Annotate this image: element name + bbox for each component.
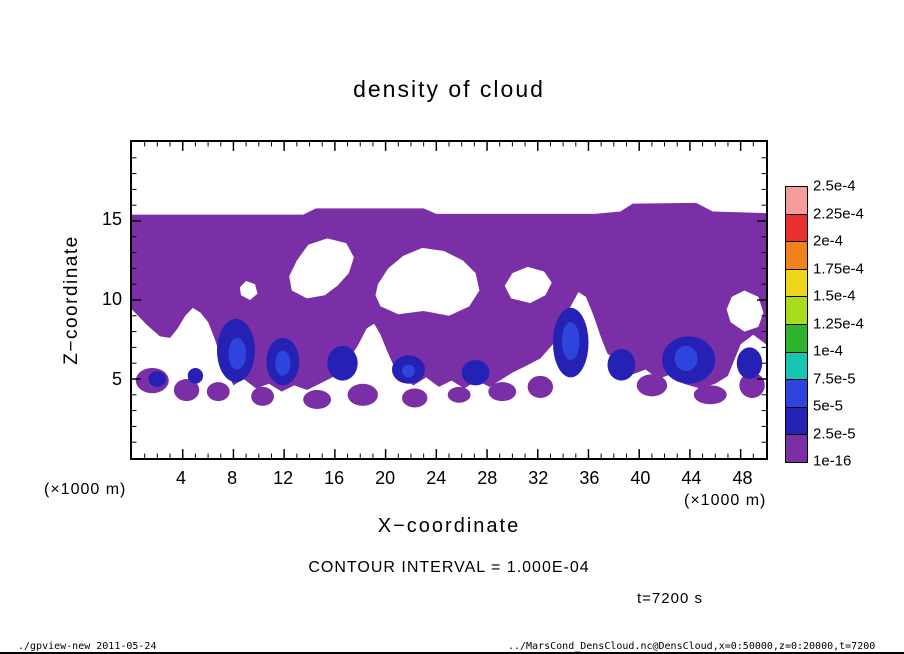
contour-blob bbox=[636, 374, 668, 397]
contour-blob bbox=[401, 388, 428, 408]
plot-title: density of cloud bbox=[353, 76, 545, 102]
contour-blob bbox=[173, 379, 200, 402]
window-border-bottom bbox=[0, 652, 904, 654]
colorbar-cell bbox=[786, 241, 807, 269]
colorbar-label: 1.75e-4 bbox=[813, 260, 864, 277]
contour-blob bbox=[327, 345, 358, 381]
contour-blob bbox=[674, 345, 698, 372]
contour-blob bbox=[206, 382, 230, 402]
contour-blob bbox=[402, 364, 415, 378]
axis-ticks bbox=[132, 142, 766, 458]
contour-field bbox=[132, 202, 766, 410]
contour-blob bbox=[488, 382, 517, 402]
plot-frame bbox=[130, 140, 768, 460]
colorbar-cell bbox=[786, 351, 807, 380]
x-tick-label: 24 bbox=[426, 468, 447, 488]
footer-command: ./gpview-new 2011-05-24 bbox=[18, 641, 157, 652]
colorbar-label: 2.25e-4 bbox=[813, 205, 864, 222]
x-tick-label: 32 bbox=[528, 468, 549, 488]
colorbar-label: 5e-5 bbox=[813, 397, 844, 415]
contour-blob bbox=[303, 390, 332, 410]
contour-hole bbox=[504, 266, 552, 304]
contour-blob bbox=[187, 367, 204, 384]
contour-interval-note: CONTOUR INTERVAL = 1.000E-04 bbox=[308, 559, 590, 576]
colorbar-cell bbox=[786, 434, 807, 462]
colorbar-label: 2.5e-5 bbox=[813, 425, 856, 442]
y-axis-label: Z−coordinate bbox=[61, 235, 82, 365]
contour-blob bbox=[561, 322, 580, 361]
x-tick-label: 36 bbox=[579, 468, 600, 488]
contour-plot bbox=[132, 142, 766, 458]
x-tick-label: 4 bbox=[176, 468, 187, 488]
colorbar-cell bbox=[786, 187, 807, 214]
y-tick-label: 5 bbox=[111, 369, 122, 389]
y-tick-label: 10 bbox=[101, 289, 122, 309]
colorbar-cell bbox=[786, 406, 807, 435]
contour-hole bbox=[239, 281, 258, 300]
contour-blob bbox=[275, 350, 291, 376]
colorbar-label: 2e-4 bbox=[813, 232, 844, 250]
time-label: t=7200 s bbox=[637, 590, 703, 607]
colorbar-label: 1e-4 bbox=[813, 342, 844, 360]
x-tick-label: 28 bbox=[477, 468, 498, 488]
colorbar-label: 1e-16 bbox=[813, 452, 852, 470]
x-tick-label: 16 bbox=[324, 468, 345, 488]
contour-blob bbox=[347, 383, 378, 406]
y-tick-label: 15 bbox=[101, 209, 122, 229]
contour-hole bbox=[289, 238, 354, 299]
contour-blob bbox=[527, 375, 554, 398]
contour-blob bbox=[228, 337, 247, 370]
contour-blob bbox=[447, 386, 471, 403]
x-tick-label: 44 bbox=[681, 468, 702, 488]
contour-hole bbox=[375, 247, 480, 316]
colorbar-label: 1.25e-4 bbox=[813, 315, 864, 332]
x-tick-label: 8 bbox=[227, 468, 238, 488]
colorbar-label: 1.5e-4 bbox=[813, 287, 856, 305]
contour-blob bbox=[607, 348, 636, 381]
y-axis-unit: (×1000 m) bbox=[44, 481, 127, 498]
colorbar bbox=[785, 186, 808, 463]
colorbar-cell bbox=[786, 379, 807, 407]
colorbar-cell bbox=[786, 323, 807, 352]
x-axis-label: X−coordinate bbox=[377, 515, 521, 537]
contour-hole bbox=[726, 290, 764, 332]
colorbar-cell bbox=[786, 213, 807, 242]
colorbar-cell bbox=[786, 296, 807, 324]
contour-blob bbox=[148, 371, 167, 387]
colorbar-label: 2.5e-4 bbox=[813, 177, 856, 195]
contour-blob bbox=[736, 347, 763, 379]
footer-source: ../MarsCond_DensCloud.nc@DensCloud,x=0:5… bbox=[508, 641, 876, 652]
x-axis-unit: (×1000 m) bbox=[684, 492, 767, 509]
x-tick-label: 20 bbox=[375, 468, 396, 488]
x-tick-label: 48 bbox=[732, 468, 753, 488]
x-tick-label: 12 bbox=[273, 468, 294, 488]
colorbar-cell bbox=[786, 268, 807, 297]
contour-blob bbox=[461, 360, 490, 386]
x-tick-label: 40 bbox=[630, 468, 651, 488]
colorbar-label: 7.5e-5 bbox=[813, 370, 856, 387]
contour-blob bbox=[693, 385, 727, 405]
contour-blob bbox=[251, 386, 275, 406]
